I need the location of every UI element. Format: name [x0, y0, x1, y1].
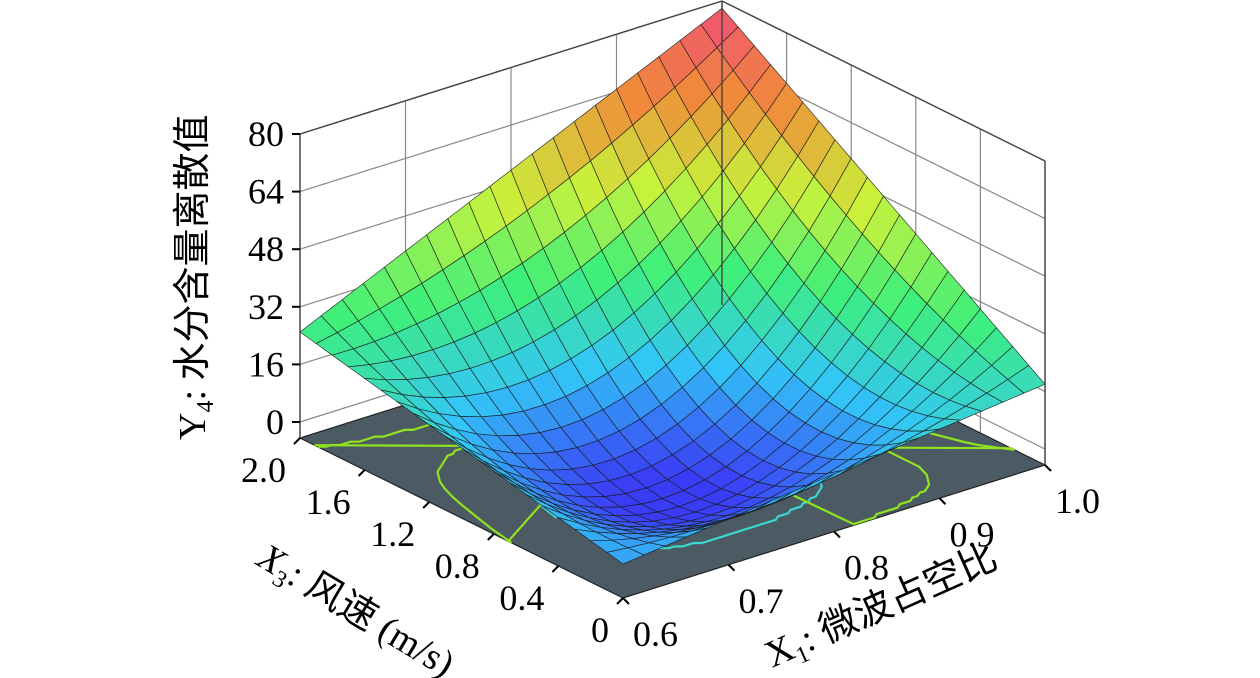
z-tick-label: 48 — [248, 229, 284, 269]
surface-quad — [606, 547, 645, 565]
frame-edge — [299, 0, 723, 135]
y-tick-mark — [422, 501, 430, 509]
z-axis-title-main: Y — [172, 413, 214, 440]
chart-frame — [299, 0, 1046, 465]
x-axis-title-rest: : 微波占空比 — [795, 536, 1004, 660]
y-tick-mark — [551, 565, 560, 573]
y-tick-label: 0 — [591, 610, 609, 650]
y-tick-mark — [357, 469, 366, 477]
y-tick-label: 1.2 — [370, 514, 415, 554]
y-tick-mark — [487, 533, 495, 541]
x-tick-mark — [622, 597, 630, 605]
x-tick-label: 0.7 — [739, 581, 784, 621]
z-tick-label: 0 — [266, 402, 284, 442]
x-tick-label: 0.9 — [950, 514, 995, 554]
z-axis-title-rest: : 水分含量离散值 — [172, 114, 214, 400]
x-tick-mark — [1044, 464, 1052, 472]
z-axis-title: Y4: 水分含量离散值 — [172, 114, 219, 440]
y-tick-mark — [616, 597, 624, 605]
x-tick-label: 0.8 — [844, 548, 889, 588]
y-tick-label: 1.6 — [306, 482, 351, 522]
z-tick-label: 16 — [248, 344, 284, 384]
z-axis-title-sub: 4 — [193, 401, 219, 413]
frame-edge — [721, 0, 1046, 162]
x-tick-label: 0.6 — [633, 614, 678, 654]
tick-labels: 0 16 32 48 64 80 0.6 0.7 0.8 0.9 1.0 0 0.4 0.8 1.2 1.6 2… — [241, 114, 1100, 654]
y-tick-label: 2.0 — [241, 450, 286, 490]
z-tick-label: 64 — [248, 172, 284, 212]
z-tick-label: 32 — [248, 287, 284, 327]
x-tick-label: 1.0 — [1055, 481, 1100, 521]
z-tick-label: 80 — [248, 114, 284, 154]
x-tick-mark — [727, 564, 736, 572]
x-tick-mark — [833, 530, 841, 539]
y-tick-label: 0.8 — [435, 546, 480, 586]
y-tick-label: 0.4 — [499, 578, 544, 618]
y-axis-title: X3: 风速 (m/s) — [246, 535, 461, 678]
surface-mesh — [299, 7, 1046, 565]
y-tick-mark — [293, 437, 301, 445]
x-tick-mark — [938, 497, 947, 505]
